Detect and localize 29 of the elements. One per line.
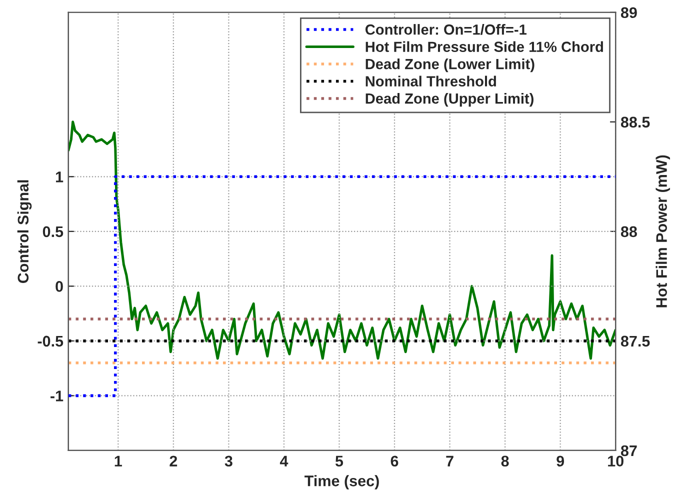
x-tick-label: 10: [608, 456, 624, 467]
x-tick-label: 2: [170, 456, 178, 466]
y2-tick-label: 87.5: [620, 336, 650, 347]
y-tick-label: 1: [56, 172, 64, 182]
y2-axis-title: Hot Film Power (mW): [656, 155, 670, 308]
x-tick-label: 7: [446, 456, 454, 466]
x-tick-label: 4: [280, 456, 288, 466]
y2-tick-label: 89: [620, 7, 637, 18]
x-tick-label: 8: [501, 456, 509, 467]
line-series: [68, 120, 616, 360]
y-tick-label: 0: [56, 281, 63, 292]
y-tick-label: -1: [50, 390, 64, 402]
y2-tick-label: 88.5: [620, 116, 650, 128]
x-tick-label: 6: [390, 456, 398, 467]
x-tick-label: 1: [114, 456, 122, 466]
x-tick-label: 3: [224, 456, 232, 467]
y2-tick-label: 87: [620, 445, 637, 456]
x-axis-title: Time (sec): [304, 475, 379, 490]
y-axis-title: Control Signal: [17, 180, 32, 283]
y-tick-label: 0.5: [42, 226, 64, 238]
legend-label: Hot Film Pressure Side 11% Chord: [366, 41, 603, 52]
legend-label: Dead Zone (Lower Limit): [366, 58, 534, 72]
y-tick-label: -0.5: [38, 336, 64, 347]
legend-label: Controller: On=1/Off=-1: [365, 24, 527, 35]
y2-tick-label: 88: [620, 226, 637, 238]
legend-label: Dead Zone (Upper Limit): [366, 93, 534, 107]
x-tick-label: 5: [335, 456, 344, 467]
legend-label: Nominal Threshold: [366, 76, 496, 86]
x-tick-label: 9: [556, 456, 564, 467]
